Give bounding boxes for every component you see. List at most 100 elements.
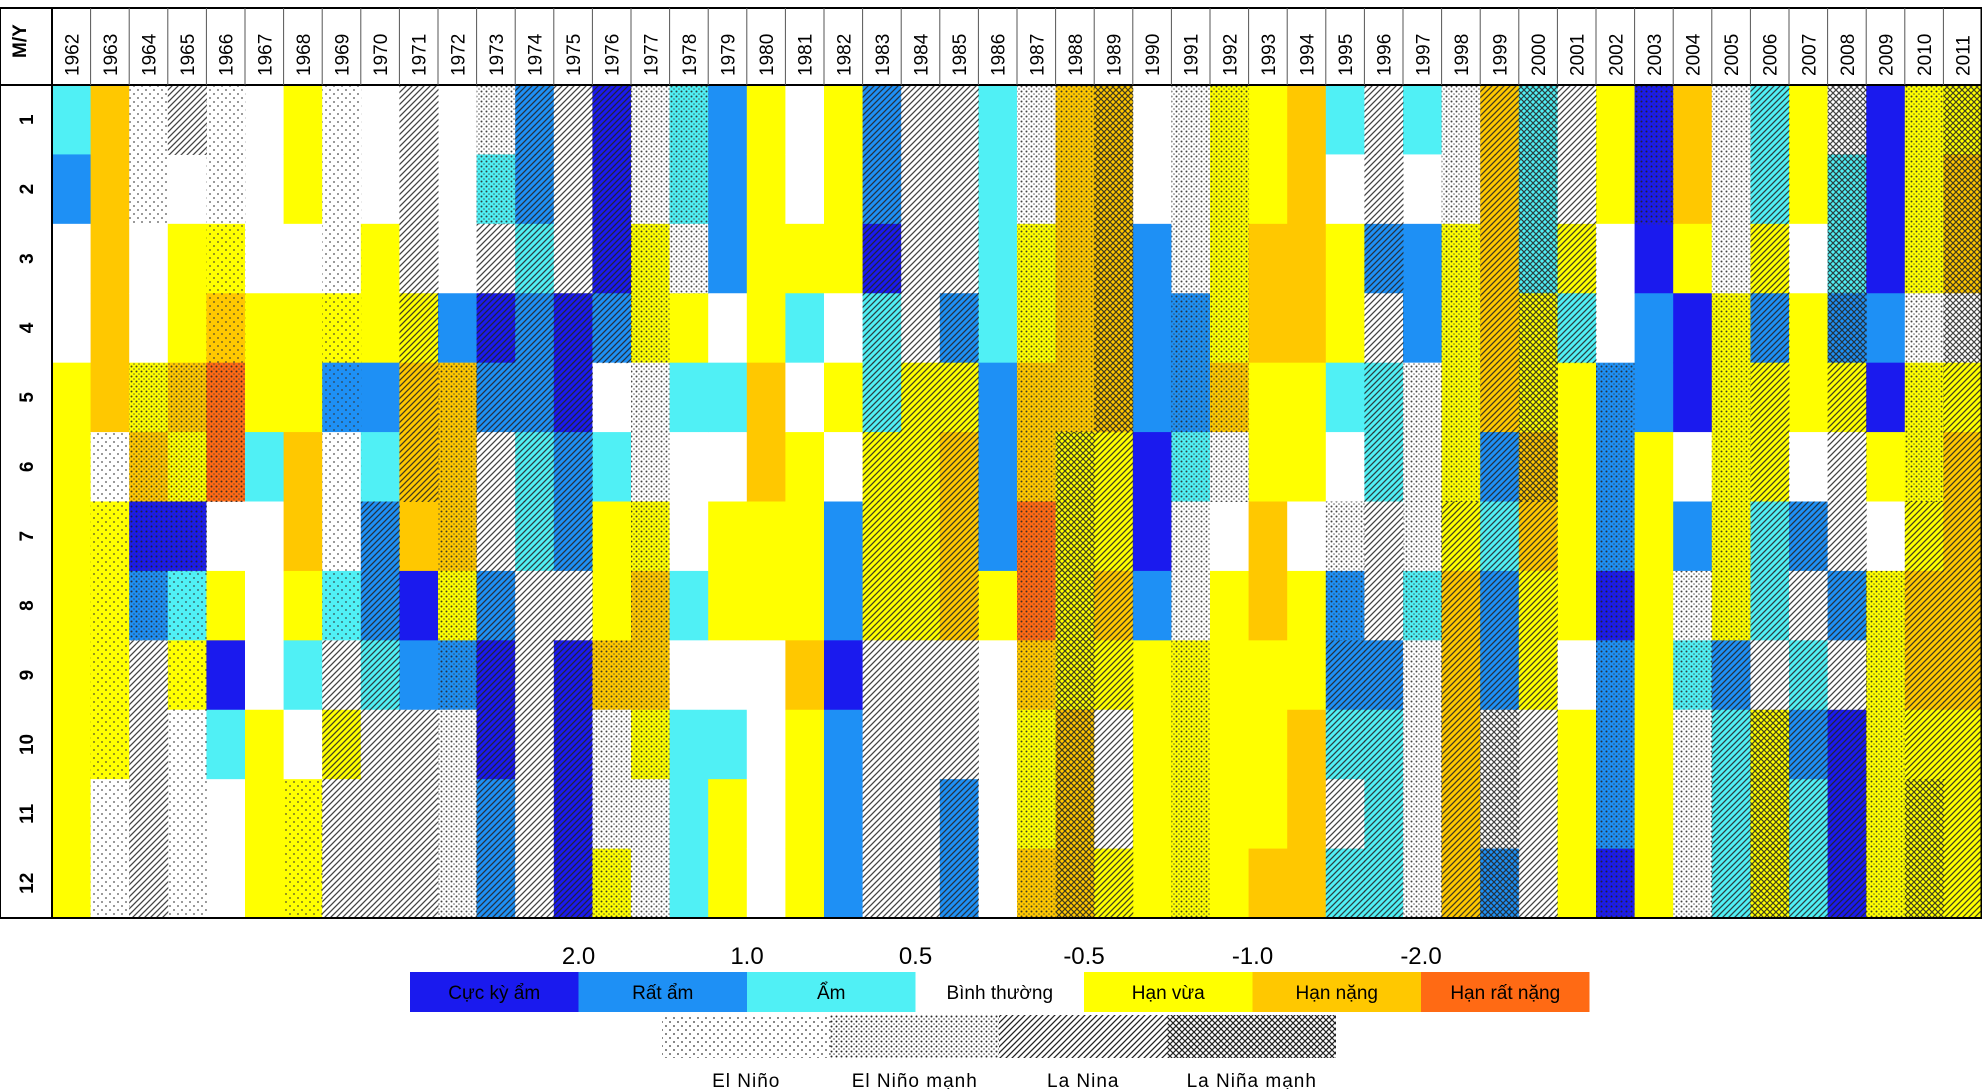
enso-cell-2005-2 [1711,154,1751,225]
enso-cell-2008-12 [1827,848,1867,919]
enso-cell-2005-3 [1711,223,1751,294]
enso-cell-1992-2 [1210,154,1250,225]
enso-cell-1975-10 [553,709,593,780]
legend-threshold-3: -0.5 [1063,943,1104,970]
cell-1980-6 [746,432,786,502]
enso-cell-1988-1 [1055,85,1095,155]
enso-cell-1974-11 [515,779,555,850]
enso-cell-2011-12 [1943,848,1982,919]
enso-cell-1963-11 [90,779,130,850]
enso-cell-1964-12 [129,848,169,919]
enso-cell-2005-12 [1711,848,1751,919]
enso-cell-1985-10 [939,709,979,780]
month-label-5: 5 [17,392,38,403]
enso-cell-1970-10 [360,709,400,780]
enso-cell-2009-8 [1866,570,1906,641]
enso-cell-2004-8 [1673,570,1713,641]
enso-cell-2006-1 [1750,85,1790,155]
cell-1981-6 [785,432,825,502]
enso-cell-1972-6 [438,432,478,502]
cell-2001-8 [1557,570,1597,641]
enso-cell-1970-8 [360,570,400,641]
enso-cell-2001-3 [1557,223,1597,294]
enso-cell-1973-9 [476,640,516,711]
cell-1978-4 [669,293,709,364]
enso-cell-1973-8 [476,570,516,641]
enso-cell-1965-10 [167,709,207,780]
enso-cell-1969-9 [322,640,362,711]
year-label-1974: 1974 [526,33,547,76]
enso-cell-2011-3 [1943,223,1982,294]
enso-cell-1983-9 [862,640,902,711]
cell-1980-9 [746,640,786,711]
year-label-2006: 2006 [1761,34,1782,76]
enso-cell-1998-8 [1441,570,1481,641]
enso-cell-1998-1 [1441,85,1481,155]
enso-cell-1998-3 [1441,223,1481,294]
cell-1993-12 [1248,848,1288,919]
enso-cell-1973-1 [476,85,516,155]
cell-1966-7 [206,501,246,572]
cell-1964-4 [129,293,169,364]
cell-1981-9 [785,640,825,711]
cell-1970-4 [360,293,400,364]
enso-cell-2000-4 [1518,293,1558,364]
enso-cell-1969-5 [322,362,362,433]
cell-1992-10 [1210,709,1250,780]
cell-2009-6 [1866,432,1906,502]
cell-1994-6 [1287,432,1327,502]
enso-cell-2007-8 [1789,570,1829,641]
cell-2002-2 [1596,154,1636,225]
enso-cell-1998-9 [1441,640,1481,711]
enso-cell-1964-10 [129,709,169,780]
enso-cell-1965-9 [167,640,207,711]
cell-1980-3 [746,223,786,294]
cell-1980-10 [746,709,786,780]
cell-1962-5 [52,362,92,433]
legend-swatch-2 [747,972,916,1012]
cell-1979-9 [708,640,748,711]
enso-cell-1991-9 [1171,640,1211,711]
year-label-1978: 1978 [680,34,701,76]
cell-1993-3 [1248,223,1288,294]
cell-2001-5 [1557,362,1597,433]
enso-cell-1999-12 [1480,848,1520,919]
cell-2003-8 [1634,570,1674,641]
enso-cell-2010-4 [1904,293,1944,364]
enso-cell-1995-11 [1325,779,1365,850]
enso-cell-2001-1 [1557,85,1597,155]
cell-1993-8 [1248,570,1288,641]
enso-cell-1964-5 [129,362,169,433]
cell-1979-8 [708,570,748,641]
year-label-1998: 1998 [1452,34,1473,76]
enso-cell-1998-4 [1441,293,1481,364]
enso-cell-1963-8 [90,570,130,641]
enso-cell-1976-2 [592,154,632,225]
legend-label-0: Cực kỳ ẩm [448,983,540,1004]
enso-cell-2005-10 [1711,709,1751,780]
enso-cell-1996-2 [1364,154,1404,225]
cell-1990-11 [1132,779,1172,850]
cell-1981-4 [785,293,825,364]
enso-label-0: El Niño [712,1071,780,1089]
cell-1966-10 [206,709,246,780]
year-label-1994: 1994 [1298,33,1319,76]
cell-2009-4 [1866,293,1906,364]
enso-cell-2000-2 [1518,154,1558,225]
cell-2003-5 [1634,362,1674,433]
enso-cell-2010-1 [1904,85,1944,155]
enso-cell-1969-6 [322,432,362,502]
enso-cell-1971-2 [399,154,439,225]
enso-cell-1987-12 [1017,848,1057,919]
year-label-2009: 2009 [1877,34,1898,76]
cell-1986-12 [978,848,1018,919]
cell-1968-1 [283,85,323,155]
year-label-1988: 1988 [1066,34,1087,76]
cell-2003-12 [1634,848,1674,919]
year-label-1990: 1990 [1143,34,1164,76]
enso-cell-1985-11 [939,779,979,850]
cell-1997-1 [1403,85,1443,155]
cell-1976-8 [592,570,632,641]
enso-cell-2004-12 [1673,848,1713,919]
enso-cell-2010-3 [1904,223,1944,294]
